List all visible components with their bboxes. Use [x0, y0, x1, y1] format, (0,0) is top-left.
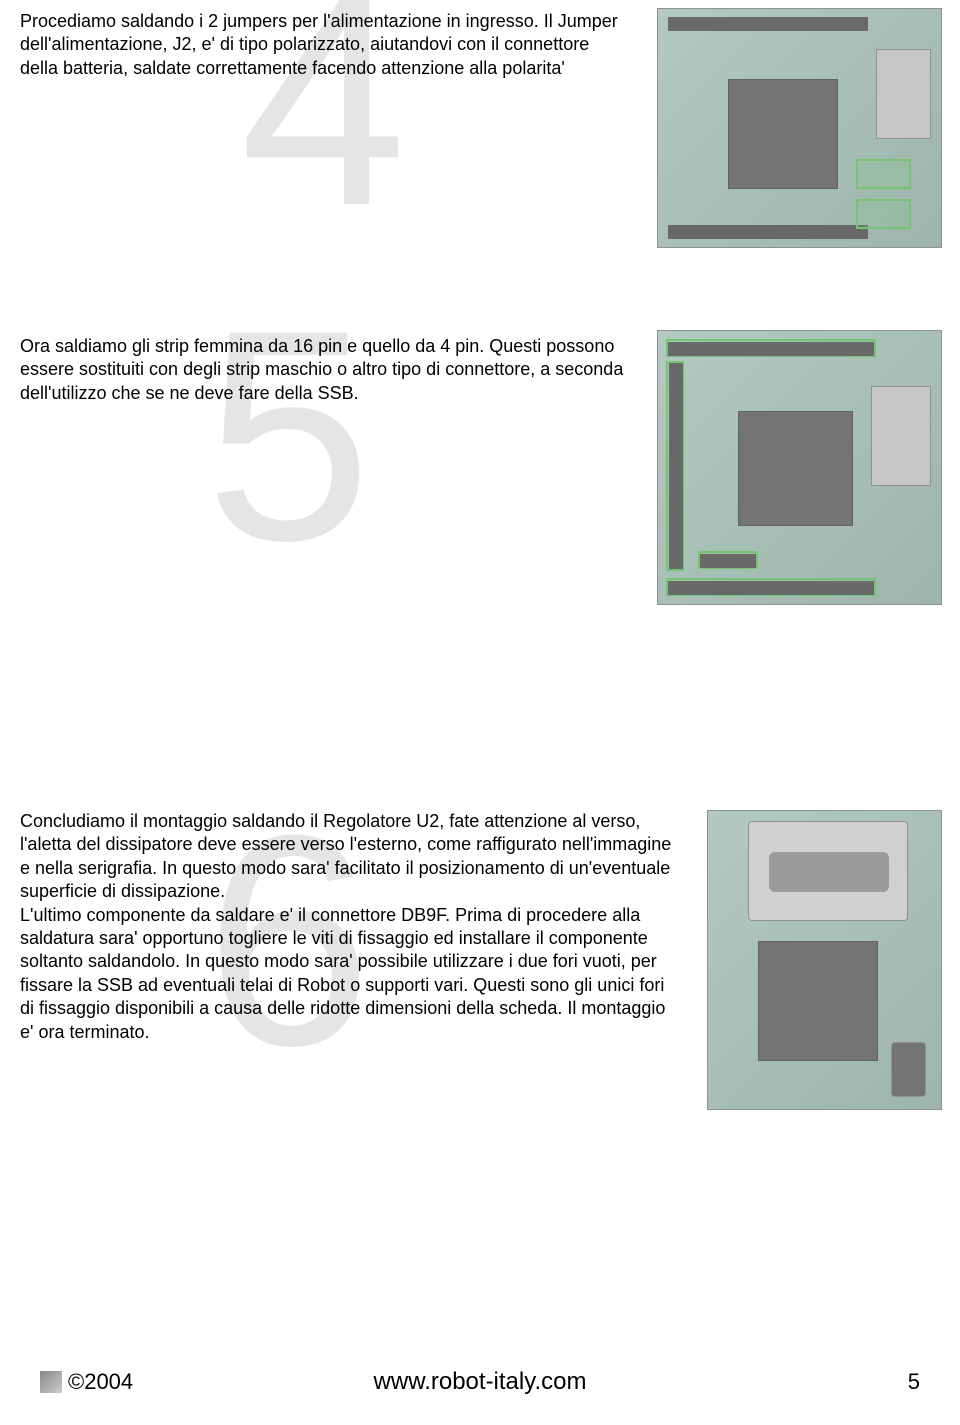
page-container: 4 Procediamo saldando i 2 jumpers per l'…	[0, 0, 960, 1425]
footer-page-number: 5	[908, 1369, 920, 1395]
step-5-highlight-left	[666, 361, 684, 571]
step-5-highlight-bottom	[666, 578, 876, 596]
step-4-highlight-1	[856, 159, 911, 189]
step-4-text: Procediamo saldando i 2 jumpers per l'al…	[20, 10, 630, 80]
page-footer: ©2004 www.robot-italy.com 5	[0, 1369, 960, 1395]
db9-connector	[748, 821, 908, 921]
step-5-number: 5	[205, 285, 372, 585]
step-4-highlight-2	[856, 199, 911, 229]
step-5-text: Ora saldiamo gli strip femmina da 16 pin…	[20, 335, 630, 405]
step-5-highlight-top	[666, 339, 876, 357]
footer-url: www.robot-italy.com	[374, 1368, 587, 1396]
copyright-text: ©2004	[68, 1369, 133, 1395]
step-6-image	[707, 810, 942, 1110]
step-6-text: Concludiamo il montaggio saldando il Reg…	[20, 810, 680, 1044]
regulator-u2	[891, 1042, 926, 1097]
step-5-highlight-4pin	[698, 551, 758, 569]
step-4-image	[657, 8, 942, 248]
step-5-image	[657, 330, 942, 605]
logo-icon	[40, 1371, 62, 1393]
footer-copyright: ©2004	[40, 1369, 133, 1395]
